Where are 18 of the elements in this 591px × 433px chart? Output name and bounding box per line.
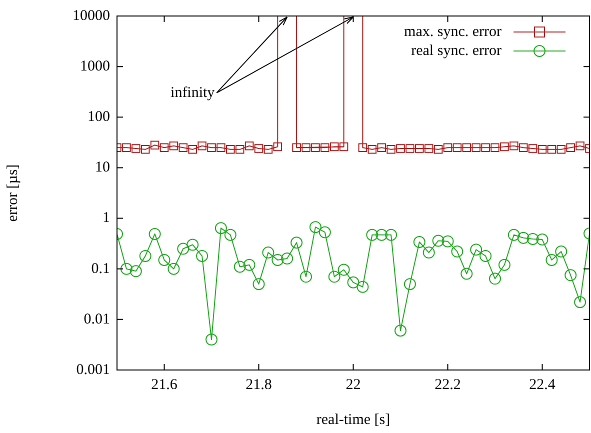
x-tick-label: 22.4 <box>529 376 556 393</box>
y-axis-title: error [µs] <box>4 164 21 222</box>
y-tick-label: 0.001 <box>76 362 110 378</box>
legend-label: max. sync. error <box>404 24 502 40</box>
y-tick-label: 0.01 <box>84 311 110 328</box>
y-tick-label: 1 <box>102 210 110 226</box>
x-tick-label: 22.2 <box>434 376 461 393</box>
x-tick-label: 21.6 <box>151 376 178 393</box>
y-tick-label: 100 <box>88 109 110 126</box>
x-axis-title: real-time [s] <box>316 412 390 428</box>
legend-label: real sync. error <box>411 42 502 59</box>
y-tick-label: 10 <box>95 160 110 176</box>
y-tick-label: 10000 <box>72 8 110 24</box>
y-tick-label: 0.1 <box>91 260 110 277</box>
x-tick-label: 21.8 <box>246 376 272 393</box>
x-tick-label: 22 <box>346 376 361 393</box>
y-tick-label: 1000 <box>80 58 110 75</box>
annotation: infinity <box>170 84 216 101</box>
